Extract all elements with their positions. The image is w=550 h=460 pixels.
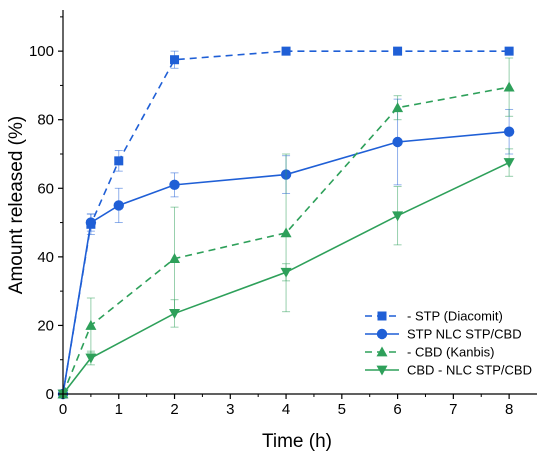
x-tick-label: 6	[393, 401, 401, 418]
series-layer	[57, 46, 515, 400]
x-tick-label: 4	[282, 401, 290, 418]
series-line	[62, 161, 510, 395]
data-point	[392, 211, 404, 222]
x-axis-title: Time (h)	[262, 431, 332, 452]
data-point	[503, 81, 515, 92]
legend-label: - CBD (Kanbis)	[407, 345, 494, 360]
series-4	[57, 148, 515, 400]
data-point	[85, 319, 97, 330]
legend-entry-3: - CBD (Kanbis)	[365, 345, 494, 360]
legend: - STP (Diacomit) STP NLC STP/CBD - CBD (Ka…	[365, 309, 532, 378]
data-point	[281, 46, 291, 56]
y-tick-label: 100	[29, 43, 54, 60]
legend-label: CBD - NLC STP/CBD	[407, 363, 532, 378]
legend-label: - STP (Diacomit)	[407, 309, 503, 324]
data-point	[503, 158, 515, 169]
y-tick-label: 20	[37, 317, 54, 334]
data-point	[85, 217, 97, 228]
legend-marker	[376, 346, 388, 357]
data-point	[169, 309, 181, 319]
y-tick-label: 80	[37, 112, 54, 129]
legend-marker	[377, 311, 387, 321]
y-tick-label: 40	[37, 249, 54, 266]
series-line	[62, 86, 510, 395]
x-tick-label: 5	[338, 401, 346, 418]
x-tick-label: 7	[449, 401, 457, 418]
data-point	[280, 267, 292, 278]
data-point	[504, 46, 514, 56]
legend-marker	[376, 328, 388, 340]
legend-entry-2: STP NLC STP/CBD	[365, 327, 522, 342]
data-point	[503, 126, 515, 137]
x-tick-label: 2	[170, 401, 178, 418]
legend-label: STP NLC STP/CBD	[407, 327, 522, 342]
data-point	[170, 55, 180, 65]
x-tick-label: 8	[505, 401, 513, 418]
legend-marker	[376, 365, 388, 376]
data-point	[393, 46, 403, 56]
x-tick-label: 0	[59, 401, 67, 418]
legend-entry-1: - STP (Diacomit)	[365, 309, 503, 324]
series-3	[57, 57, 515, 399]
legend-entry-4: CBD - NLC STP/CBD	[365, 363, 532, 378]
data-point	[85, 353, 97, 364]
data-point	[280, 227, 292, 238]
x-tick-label: 3	[226, 401, 234, 418]
data-point	[392, 102, 404, 113]
y-tick-label: 0	[46, 386, 54, 403]
x-tick-label: 1	[115, 401, 123, 418]
y-tick-label: 60	[37, 180, 54, 197]
data-point	[113, 200, 124, 211]
data-point	[114, 156, 124, 166]
data-point	[169, 253, 181, 263]
data-point	[169, 179, 180, 191]
y-axis-title: Amount released (%)	[6, 116, 27, 294]
data-point	[392, 136, 403, 148]
